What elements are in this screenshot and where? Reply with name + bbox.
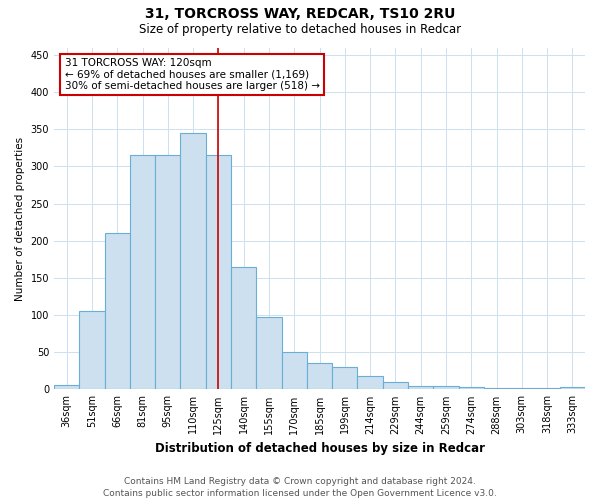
Bar	[332, 367, 358, 390]
Bar	[54, 385, 79, 390]
Text: Size of property relative to detached houses in Redcar: Size of property relative to detached ho…	[139, 22, 461, 36]
Bar	[408, 386, 433, 390]
Bar	[256, 316, 281, 390]
X-axis label: Distribution of detached houses by size in Redcar: Distribution of detached houses by size …	[155, 442, 485, 455]
Bar	[307, 364, 332, 390]
Bar	[231, 267, 256, 390]
Bar	[155, 156, 181, 390]
Bar	[509, 388, 535, 390]
Bar	[458, 387, 484, 390]
Text: 31, TORCROSS WAY, REDCAR, TS10 2RU: 31, TORCROSS WAY, REDCAR, TS10 2RU	[145, 8, 455, 22]
Bar	[535, 388, 560, 390]
Bar	[130, 156, 155, 390]
Bar	[206, 156, 231, 390]
Bar	[383, 382, 408, 390]
Bar	[433, 386, 458, 390]
Bar	[560, 387, 585, 390]
Bar	[181, 133, 206, 390]
Y-axis label: Number of detached properties: Number of detached properties	[15, 136, 25, 300]
Bar	[484, 388, 509, 390]
Bar	[358, 376, 383, 390]
Bar	[104, 234, 130, 390]
Text: 31 TORCROSS WAY: 120sqm
← 69% of detached houses are smaller (1,169)
30% of semi: 31 TORCROSS WAY: 120sqm ← 69% of detache…	[65, 58, 320, 91]
Bar	[79, 312, 104, 390]
Bar	[281, 352, 307, 390]
Text: Contains HM Land Registry data © Crown copyright and database right 2024.
Contai: Contains HM Land Registry data © Crown c…	[103, 476, 497, 498]
